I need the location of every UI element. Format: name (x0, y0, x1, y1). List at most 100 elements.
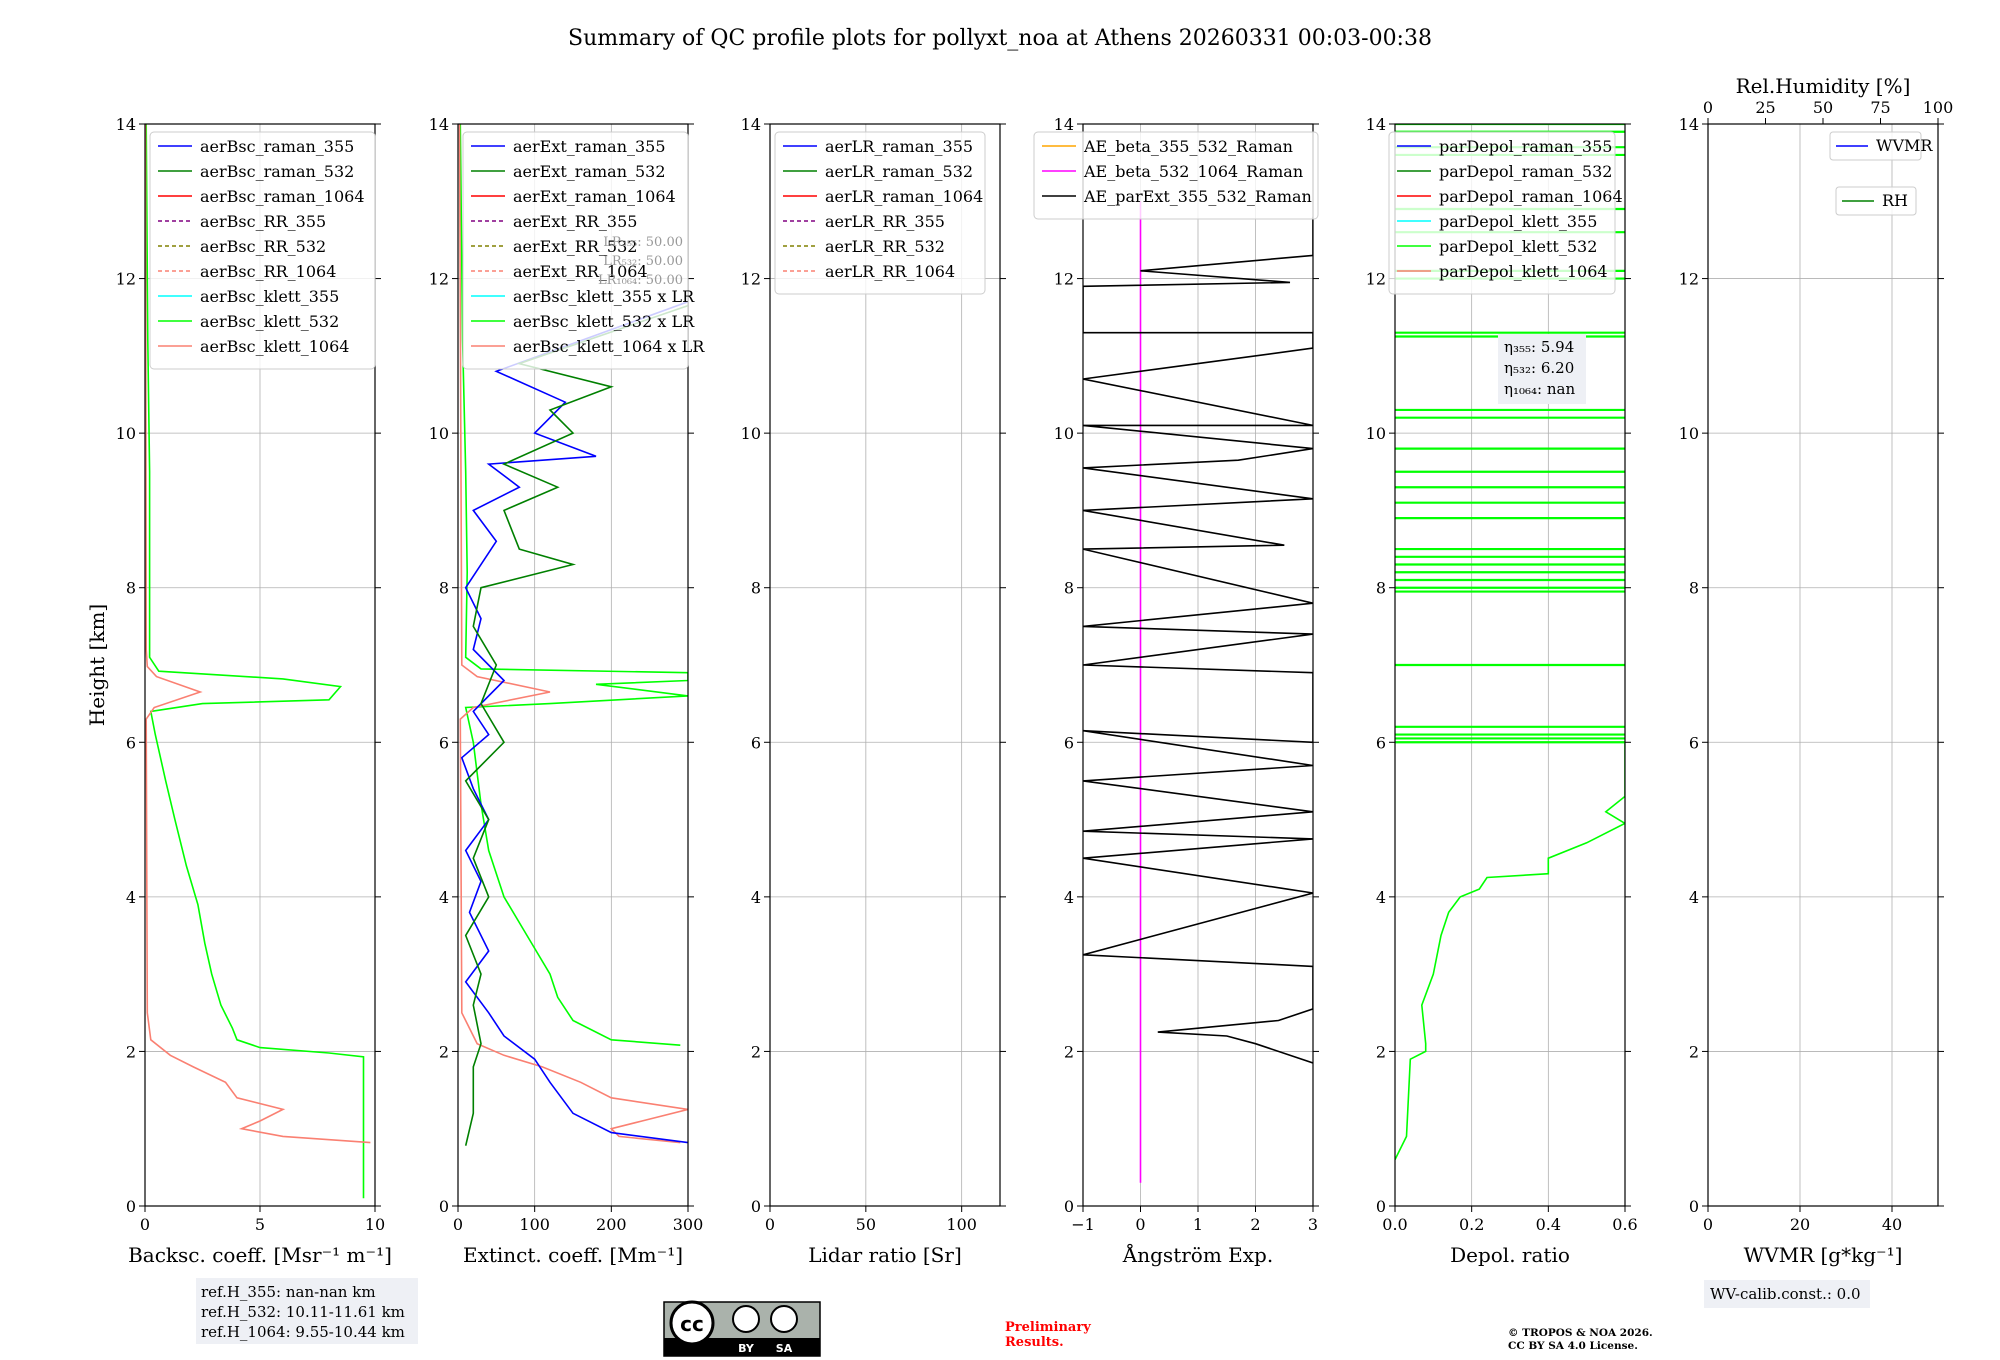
y-tick-label: 2 (126, 1042, 136, 1061)
legend-entry: aerBsc_RR_1064 (200, 262, 336, 281)
series-aerBsc_klett_1064 (145, 124, 371, 1144)
legend-entry: parDepol_klett_1064 (1439, 262, 1608, 281)
y-tick-label: 10 (116, 424, 136, 443)
panel-1: 0 5 10 0 2 4 6 8 10 12 14 Backsc. coeff. [Msr⁻¹ m⁻¹… (116, 115, 392, 1267)
legend-entry: aerBsc_klett_1064 (200, 337, 349, 356)
legend-entry: parDepol_klett_532 (1439, 237, 1597, 256)
cc-badge-by: BY (738, 1342, 755, 1355)
x-tick-label: 0.6 (1612, 1215, 1637, 1234)
legend-entry: aerExt_RR_355 (513, 212, 637, 231)
legend-box (1829, 131, 1922, 161)
x-tick-label: 0 (453, 1215, 463, 1234)
y-tick-label: 4 (1376, 888, 1386, 907)
cc-badge-sa: SA (776, 1342, 793, 1355)
series-aerBsc_klett_532 x LR (459, 124, 688, 1046)
legend-entry: aerExt_raman_1064 (513, 187, 676, 206)
y-tick-label: 12 (1679, 270, 1699, 289)
copyright-line2: CC BY SA 4.0 License. (1508, 1340, 1638, 1352)
legend-box (1033, 131, 1319, 220)
y-tick-label: 6 (1064, 733, 1074, 752)
y-tick-label: 0 (1064, 1197, 1074, 1216)
y-tick-label: 8 (126, 579, 136, 598)
y-tick-label: 0 (1689, 1197, 1699, 1216)
y-tick-label: 6 (751, 733, 761, 752)
legend-entry: aerBsc_klett_355 (200, 287, 339, 306)
y-tick-label: 0 (439, 1197, 449, 1216)
x-axis-label: Ångström Exp. (1122, 1242, 1273, 1267)
x-tick-label: 1 (1193, 1215, 1203, 1234)
legend-box (462, 131, 689, 370)
x-tick-label: 0 (765, 1215, 775, 1234)
legend-entry: aerLR_raman_532 (825, 162, 973, 181)
y-tick-label: 4 (126, 888, 136, 907)
legend-entry: aerBsc_klett_355 x LR (513, 287, 695, 306)
x-tick-label: 20 (1790, 1215, 1810, 1234)
copyright-line1: © TROPOS & NOA 2026. (1508, 1327, 1653, 1339)
y-tick-label: 6 (1689, 733, 1699, 752)
y-tick-label: 0 (1376, 1197, 1386, 1216)
panel-6: 0 20 40 0 2 4 6 8 10 12 14 WVMR [g*kg⁻¹] 0 25 50 75 100 R… (1679, 74, 1954, 1267)
y-tick-label: 4 (751, 888, 761, 907)
legend-entry: AE_beta_355_532_Raman (1083, 137, 1293, 156)
axes-frame (1394, 123, 1626, 1207)
legend-entry: aerLR_RR_1064 (825, 262, 955, 281)
top-axis-label: Rel.Humidity [%] (1736, 74, 1911, 98)
axes-frame (1082, 123, 1314, 1207)
x-tick-label: 10 (365, 1215, 385, 1234)
y-tick-label: 14 (741, 115, 761, 134)
x-tick-label: 0.4 (1536, 1215, 1561, 1234)
cc-badge-logo-text: cc (680, 1312, 704, 1336)
y-tick-label: 8 (1064, 579, 1074, 598)
x-axis-label: Extinct. coeff. [Mm⁻¹] (463, 1243, 683, 1267)
legend-entry: aerExt_raman_355 (513, 137, 666, 156)
y-tick-label: 2 (439, 1042, 449, 1061)
y-tick-label: 14 (1054, 115, 1074, 134)
legend-box (149, 131, 376, 370)
y-tick-label: 8 (1689, 579, 1699, 598)
legend-entry: aerExt_raman_532 (513, 162, 666, 181)
y-tick-label: 8 (439, 579, 449, 598)
ref-height-532: ref.H_532: 10.11-11.61 km (201, 1303, 405, 1321)
y-tick-label: 6 (439, 733, 449, 752)
legend-entry: AE_beta_532_1064_Raman (1083, 162, 1303, 181)
y-tick-label: 12 (1366, 270, 1386, 289)
top-x-tick-label: 50 (1813, 98, 1833, 117)
y-tick-label: 2 (1689, 1042, 1699, 1061)
y-tick-label: 14 (1679, 115, 1699, 134)
y-tick-label: 0 (126, 1197, 136, 1216)
x-tick-label: 0 (1135, 1215, 1145, 1234)
x-tick-label: 300 (673, 1215, 704, 1234)
top-x-tick-label: 0 (1703, 98, 1713, 117)
y-tick-label: 14 (429, 115, 449, 134)
x-tick-label: 100 (946, 1215, 977, 1234)
legend-entry: aerBsc_klett_532 (200, 312, 339, 331)
legend-entry: aerLR_RR_532 (825, 237, 945, 256)
legend-entry: WVMR (1876, 136, 1933, 155)
by-person-icon (732, 1305, 760, 1333)
legend-entry: aerExt_RR_532 (513, 237, 637, 256)
legend-entry: RH (1882, 191, 1908, 210)
y-tick-label: 10 (741, 424, 761, 443)
legend-entry: aerBsc_RR_532 (200, 237, 326, 256)
x-tick-label: 100 (519, 1215, 550, 1234)
figure-title: Summary of QC profile plots for pollyxt_… (568, 26, 1432, 51)
y-axis-label: Height [km] (85, 604, 109, 726)
legend-entry: aerBsc_raman_532 (200, 162, 354, 181)
x-tick-label: 0.0 (1382, 1215, 1407, 1234)
ref-height-355: ref.H_355: nan-nan km (201, 1283, 376, 1301)
lr-label: LR₁₀₆₄: 50.00 (598, 273, 683, 288)
lr-label: LR₅₃₂: 50.00 (603, 254, 683, 269)
panel-3: 0 50 100 0 2 4 6 8 10 12 14 Lidar ratio [Sr] aerLR_r… (741, 115, 1006, 1267)
series-AE_parExt_355_532_Raman (1083, 216, 1313, 1064)
sa-share-icon (770, 1305, 798, 1333)
y-tick-label: 6 (1376, 733, 1386, 752)
axes-frame (769, 123, 1001, 1207)
ref-height-box: ref.H_355: nan-nan km ref.H_532: 10.11-1… (196, 1278, 418, 1344)
y-tick-label: 10 (1366, 424, 1386, 443)
legend-box (774, 131, 986, 295)
cc-license-badge: cc BY SA (663, 1300, 821, 1357)
legend-entry: aerBsc_klett_532 x LR (513, 312, 695, 331)
eta-label: η₁₀₆₄: nan (1504, 380, 1575, 398)
legend-entry: aerBsc_RR_355 (200, 212, 326, 231)
